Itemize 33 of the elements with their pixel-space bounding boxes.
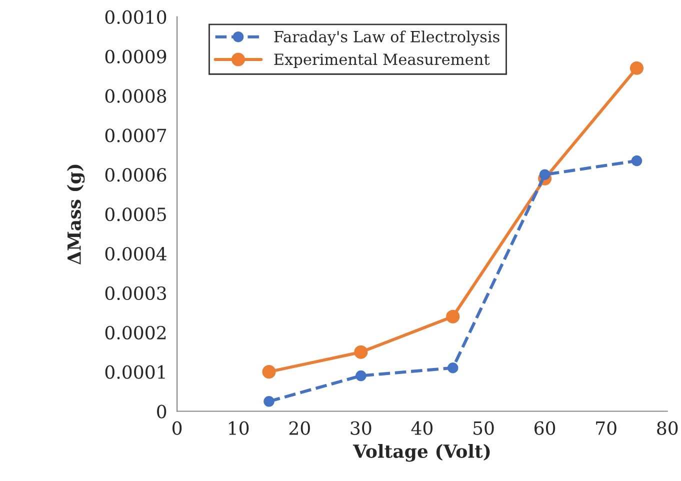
legend-label: Faraday's Law of Electrolysis [274, 30, 500, 46]
x-tick-label: 50 [474, 421, 494, 435]
point [446, 310, 460, 324]
legend-label: Experimental Measurement [274, 53, 490, 68]
y-tick-label: 0.0002 [105, 326, 166, 340]
point [539, 169, 550, 180]
y-tick-label: 0.0006 [105, 168, 166, 182]
point [630, 61, 644, 75]
y-tick-label: 0.0004 [105, 246, 166, 261]
point [447, 362, 458, 374]
point [631, 155, 642, 166]
point [264, 396, 274, 407]
x-tick-label: 0 [172, 421, 182, 435]
y-tick-label: 0.0008 [105, 89, 166, 103]
y-tick-label: 0.0009 [105, 50, 166, 64]
x-tick-label: 60 [534, 421, 556, 435]
point [356, 370, 366, 382]
point [354, 345, 368, 359]
x-tick-label: 10 [229, 421, 249, 435]
y-tick-label: 0.0003 [105, 286, 166, 300]
y-tick-label: 0.0007 [105, 128, 166, 142]
y-tick-label: 0.0010 [105, 10, 166, 24]
x-tick-label: 40 [411, 421, 433, 435]
y-tick-label: 0 [157, 404, 166, 418]
y-tick-label: 0.0005 [105, 208, 166, 222]
x-tick-label: 30 [350, 421, 372, 435]
y-axis-title: ΔMass (g) [66, 164, 85, 265]
point [262, 365, 276, 379]
y-tick-label: 0.0001 [105, 365, 165, 379]
x-tick-label: 80 [657, 421, 678, 435]
x-tick-label: 20 [289, 421, 310, 435]
x-tick-label: 70 [596, 421, 616, 435]
x-axis-title: Voltage (Volt) [352, 444, 490, 462]
